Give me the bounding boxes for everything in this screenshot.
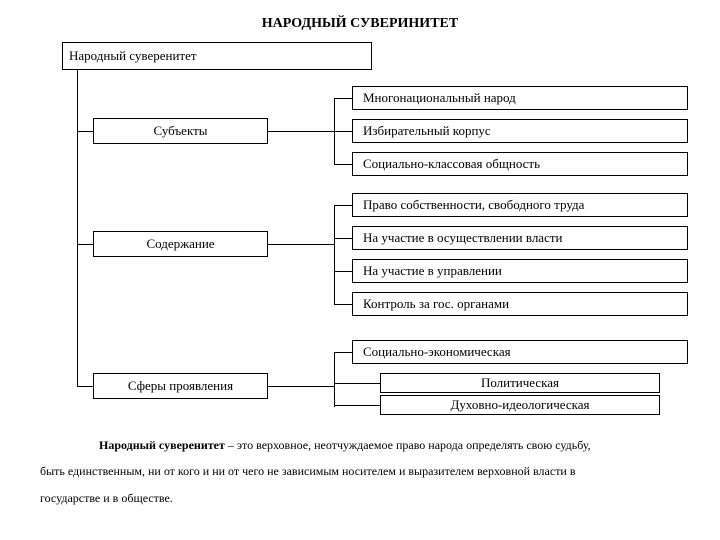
subjects-child-0: Многонациональный народ [352,86,688,110]
content-label: Содержание [146,236,214,252]
conn-content-c0 [334,205,352,206]
spheres-child-1: Политическая [380,373,660,393]
page-title: НАРОДНЫЙ СУВЕРИНИТЕТ [0,16,720,32]
spheres-child-1-label: Политическая [481,375,559,391]
content-child-0-label: Право собственности, свободного труда [363,197,584,213]
subjects-child-1-label: Избирательный корпус [363,123,491,139]
root-label: Народный суверенитет [69,48,197,64]
conn-subjects-right [268,131,334,132]
spheres-child-0: Социально-экономическая [352,340,688,364]
conn-spheres-right [268,386,334,387]
conn-subjects-c1 [334,131,352,132]
content-child-0: Право собственности, свободного труда [352,193,688,217]
definition-text2: быть единственным, ни от кого и ни от че… [40,464,576,478]
definition-paragraph: Народный суверенитет – это верховное, не… [40,432,680,511]
conn-subjects-c2 [334,164,352,165]
conn-trunk-spheres [77,386,93,387]
subjects-child-2-label: Социально-классовая общность [363,156,540,172]
trunk [77,70,78,386]
bracket-content [334,205,335,304]
definition-text1: – это верховное, неотчуждаемое право нар… [225,438,591,452]
conn-spheres-c2 [334,405,380,406]
content-child-3: Контроль за гос. органами [352,292,688,316]
content-child-2: На участие в управлении [352,259,688,283]
conn-spheres-c0 [334,352,352,353]
content-child-1-label: На участие в осуществлении власти [363,230,563,246]
subjects-box: Субъекты [93,118,268,144]
root-box: Народный суверенитет [62,42,372,70]
spheres-box: Сферы проявления [93,373,268,399]
definition-text3: государстве и в обществе. [40,491,173,505]
subjects-child-1: Избирательный корпус [352,119,688,143]
subjects-child-0-label: Многонациональный народ [363,90,516,106]
content-child-3-label: Контроль за гос. органами [363,296,509,312]
conn-spheres-c1 [334,383,380,384]
bracket-spheres [334,352,335,407]
conn-trunk-subjects [77,131,93,132]
conn-trunk-content [77,244,93,245]
content-child-1: На участие в осуществлении власти [352,226,688,250]
conn-subjects-c0 [334,98,352,99]
content-box: Содержание [93,231,268,257]
conn-content-right [268,244,334,245]
conn-content-c1 [334,238,352,239]
content-child-2-label: На участие в управлении [363,263,502,279]
subjects-child-2: Социально-классовая общность [352,152,688,176]
spheres-child-2: Духовно-идеологическая [380,395,660,415]
conn-content-c3 [334,304,352,305]
spheres-child-0-label: Социально-экономическая [363,344,511,360]
conn-content-c2 [334,271,352,272]
definition-term: Народный суверенитет [99,438,225,452]
subjects-label: Субъекты [153,123,207,139]
spheres-child-2-label: Духовно-идеологическая [450,397,589,413]
spheres-label: Сферы проявления [128,378,233,394]
